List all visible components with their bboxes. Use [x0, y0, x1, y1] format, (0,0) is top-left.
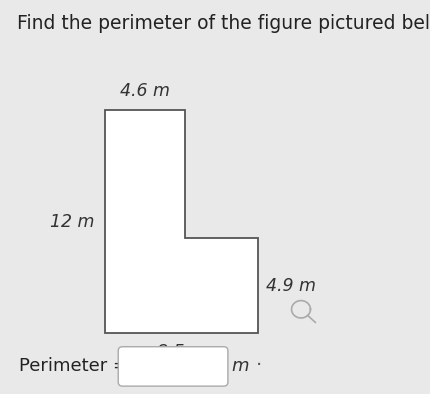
Polygon shape	[105, 110, 258, 333]
Text: ·: ·	[256, 356, 262, 375]
Text: 12 m: 12 m	[50, 213, 95, 230]
Text: Find the perimeter of the figure pictured below.: Find the perimeter of the figure picture…	[17, 14, 430, 33]
Text: 8.5 m: 8.5 m	[157, 343, 206, 361]
Text: 4.6 m: 4.6 m	[120, 82, 170, 100]
Text: m: m	[231, 357, 249, 375]
FancyBboxPatch shape	[118, 347, 228, 386]
Text: 4.9 m: 4.9 m	[266, 277, 316, 295]
Text: Perimeter =: Perimeter =	[19, 357, 128, 375]
